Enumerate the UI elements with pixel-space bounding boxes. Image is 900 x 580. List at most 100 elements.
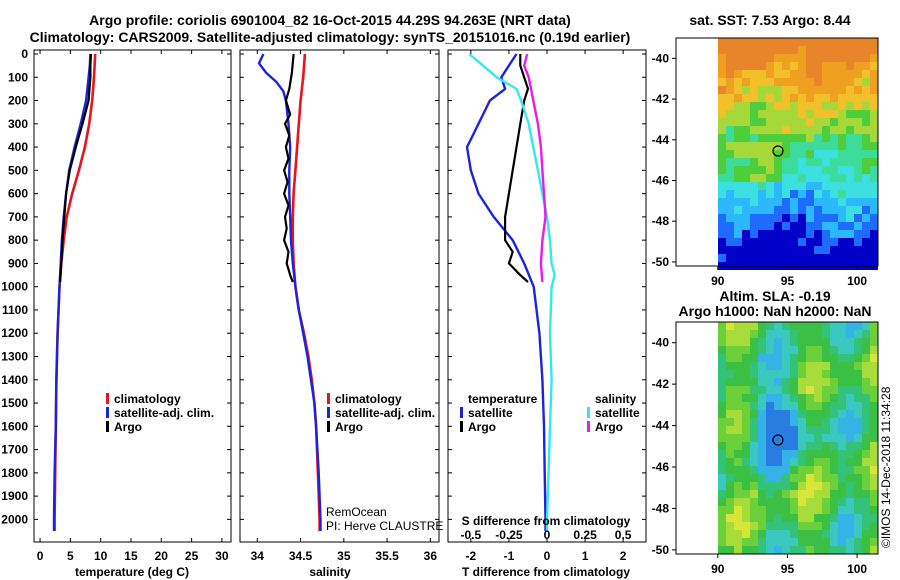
sla-cell — [726, 394, 734, 402]
argo-location-marker — [772, 434, 784, 446]
sla-cell — [806, 506, 814, 514]
sla-cell — [758, 322, 766, 330]
legend-title-temperature: temperature — [468, 392, 538, 406]
sla-cell — [758, 346, 766, 354]
temperature-legend: climatology satellite-adj. clim. Argo — [106, 392, 214, 434]
sla-cell — [806, 330, 814, 338]
sst-cell — [814, 206, 822, 214]
sst-cell — [790, 238, 798, 246]
sst-cell — [814, 94, 822, 102]
sla-cell — [830, 474, 838, 482]
sla-cell — [758, 338, 766, 346]
sla-cell — [734, 546, 742, 554]
sst-cell — [774, 78, 782, 86]
sla-cell — [870, 498, 878, 506]
sst-cell — [758, 190, 766, 198]
sst-cell — [750, 38, 758, 46]
sst-cell — [870, 214, 878, 222]
sla-cell — [734, 458, 742, 466]
sst-cell — [862, 166, 870, 174]
sla-cell — [758, 354, 766, 362]
sla-cell — [774, 434, 782, 442]
legend-title-salinity: salinity — [595, 392, 637, 406]
sst-cell — [838, 238, 846, 246]
sla-cell — [870, 338, 878, 346]
sst-cell — [846, 54, 854, 62]
sla-cell — [726, 386, 734, 394]
sst-cell — [862, 126, 870, 134]
sla-cell — [846, 466, 854, 474]
sst-cell — [734, 38, 742, 46]
x-tick-label: 0 — [37, 549, 44, 563]
depth-tick-label: 1800 — [1, 466, 28, 480]
sst-cell — [790, 62, 798, 70]
sst-cell — [718, 62, 726, 70]
sla-cell — [822, 466, 830, 474]
sla-cell — [806, 530, 814, 538]
sst-cell — [782, 62, 790, 70]
sst-cell — [734, 142, 742, 150]
sla-cell — [718, 426, 726, 434]
sla-cell — [846, 498, 854, 506]
sla-cell — [814, 498, 822, 506]
sla-cell — [838, 418, 846, 426]
sla-cell — [838, 386, 846, 394]
sst-cell — [718, 246, 726, 254]
sst-cell — [726, 126, 734, 134]
sst-cell — [806, 38, 814, 46]
sst-cell — [814, 166, 822, 174]
sla-cell — [750, 418, 758, 426]
sla-cell — [718, 498, 726, 506]
sst-cell — [718, 174, 726, 182]
sst-cell — [798, 246, 806, 254]
sst-cell — [790, 86, 798, 94]
sla-cell — [862, 466, 870, 474]
series-line-argo — [59, 53, 93, 283]
sst-cell — [718, 70, 726, 78]
title-line-2: Climatology: CARS2009. Satellite-adjuste… — [30, 29, 631, 45]
sla-cell — [854, 346, 862, 354]
sla-cell — [798, 410, 806, 418]
sst-cell — [774, 254, 782, 262]
series-line-climatology — [53, 53, 97, 531]
sst-cell — [806, 134, 814, 142]
sla-cell — [822, 458, 830, 466]
sst-cell — [870, 206, 878, 214]
sla-cell — [734, 346, 742, 354]
sst-cell — [838, 190, 846, 198]
sst-cell — [758, 110, 766, 118]
sla-cell — [726, 498, 734, 506]
sst-cell — [822, 126, 830, 134]
sla-cell — [870, 410, 878, 418]
sla-cell — [782, 490, 790, 498]
sla-cell — [734, 506, 742, 514]
sla-cell — [846, 514, 854, 522]
sst-cell — [846, 174, 854, 182]
sst-cell — [718, 150, 726, 158]
sst-cell — [782, 94, 790, 102]
sla-cell — [846, 442, 854, 450]
sla-cell — [758, 370, 766, 378]
sst-cell — [798, 54, 806, 62]
sst-cell — [758, 182, 766, 190]
sla-cell — [750, 442, 758, 450]
sla-cell — [822, 362, 830, 370]
sla-cell — [782, 442, 790, 450]
sst-cell — [742, 62, 750, 70]
sla-cell — [790, 354, 798, 362]
sst-cell — [830, 62, 838, 70]
sla-cell — [798, 386, 806, 394]
sla-cell — [854, 506, 862, 514]
sst-cell — [822, 78, 830, 86]
sla-cell — [862, 402, 870, 410]
sla-cell — [870, 386, 878, 394]
sla-cell — [766, 378, 774, 386]
sst-cell — [798, 190, 806, 198]
sla-cell — [830, 346, 838, 354]
salinity-panel: 34 34.5 35 35.5 36 salinity climatology sate… — [239, 49, 443, 579]
sst-cell — [814, 46, 822, 54]
sst-cell — [726, 86, 734, 94]
sst-cell — [854, 54, 862, 62]
sst-cell — [806, 166, 814, 174]
map-lat-label: -42 — [652, 377, 670, 391]
